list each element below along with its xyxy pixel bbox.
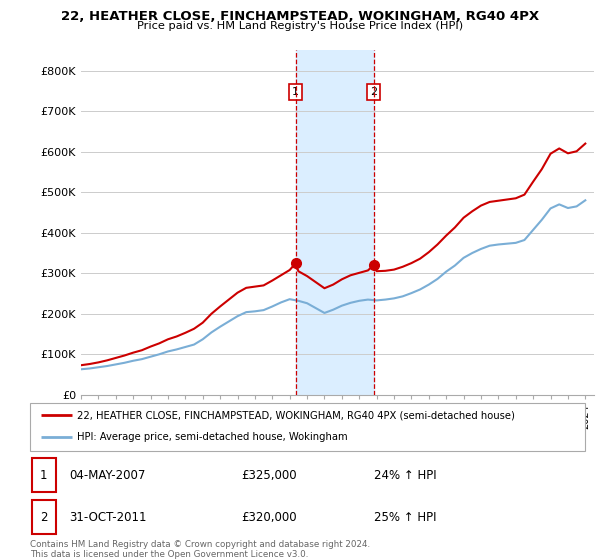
Text: 22, HEATHER CLOSE, FINCHAMPSTEAD, WOKINGHAM, RG40 4PX: 22, HEATHER CLOSE, FINCHAMPSTEAD, WOKING… <box>61 10 539 23</box>
Text: 2: 2 <box>40 511 47 524</box>
Text: 25% ↑ HPI: 25% ↑ HPI <box>374 511 437 524</box>
Text: 31-OCT-2011: 31-OCT-2011 <box>69 511 146 524</box>
Text: Contains HM Land Registry data © Crown copyright and database right 2024.
This d: Contains HM Land Registry data © Crown c… <box>30 540 370 559</box>
Text: 24% ↑ HPI: 24% ↑ HPI <box>374 469 437 482</box>
Text: £325,000: £325,000 <box>241 469 296 482</box>
Text: 1: 1 <box>292 87 299 97</box>
Text: 1: 1 <box>40 469 47 482</box>
Text: 22, HEATHER CLOSE, FINCHAMPSTEAD, WOKINGHAM, RG40 4PX (semi-detached house): 22, HEATHER CLOSE, FINCHAMPSTEAD, WOKING… <box>77 410 515 420</box>
Bar <box>296 50 374 395</box>
Text: Price paid vs. HM Land Registry's House Price Index (HPI): Price paid vs. HM Land Registry's House … <box>137 21 463 31</box>
FancyBboxPatch shape <box>30 403 585 451</box>
FancyBboxPatch shape <box>32 501 56 534</box>
Text: 2: 2 <box>370 87 377 97</box>
Text: 04-MAY-2007: 04-MAY-2007 <box>69 469 145 482</box>
Text: £320,000: £320,000 <box>241 511 296 524</box>
Text: HPI: Average price, semi-detached house, Wokingham: HPI: Average price, semi-detached house,… <box>77 432 348 442</box>
FancyBboxPatch shape <box>32 459 56 492</box>
